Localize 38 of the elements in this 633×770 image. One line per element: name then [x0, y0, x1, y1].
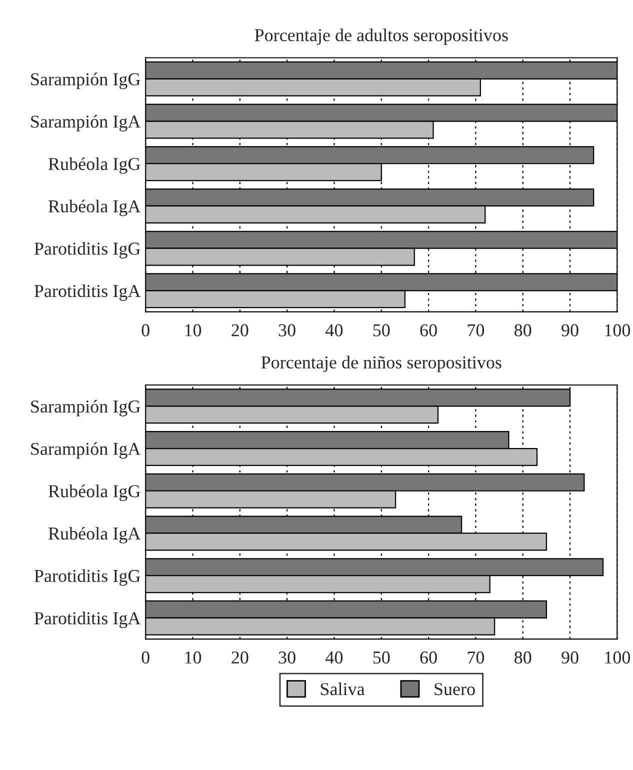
- legend-label: Saliva: [320, 682, 365, 696]
- y-tick-label: Rubéola IgA: [48, 200, 141, 216]
- x-tick-label: 40: [326, 324, 343, 336]
- x-tick-label: 20: [232, 324, 248, 336]
- x-tick-label: 40: [326, 651, 343, 664]
- x-tick-label: 90: [562, 651, 578, 664]
- chart-title: Porcentaje de adultos seropositivos: [254, 28, 508, 45]
- x-tick-label: 80: [514, 651, 532, 664]
- y-tick-label: Sarampión IgA: [31, 115, 141, 132]
- y-tick-label: Sarampión IgG: [31, 72, 140, 90]
- x-tick-label: 90: [562, 324, 578, 336]
- x-tick-label: 100: [605, 651, 630, 664]
- y-tick-label: Rubéola IgG: [48, 484, 140, 502]
- x-tick-label: 20: [232, 651, 248, 664]
- y-tick-label: Parotiditis IgA: [34, 284, 141, 301]
- x-tick-label: 0: [142, 651, 150, 664]
- x-tick-label: 30: [278, 324, 296, 336]
- x-tick-label: 10: [185, 651, 202, 664]
- y-tick-label: Sarampión IgA: [31, 442, 141, 459]
- x-tick-label: 50: [373, 651, 390, 664]
- x-tick-label: 70: [468, 324, 484, 336]
- chart-title: Porcentaje de niños seropositivos: [261, 356, 502, 372]
- y-tick-label: Rubéola IgG: [48, 157, 140, 174]
- x-tick-label: 10: [185, 324, 202, 336]
- y-tick-label: Parotiditis IgG: [34, 569, 140, 586]
- y-tick-label: Parotiditis IgG: [34, 242, 140, 258]
- y-tick-label: Rubéola IgA: [48, 526, 141, 544]
- x-tick-label: 0: [142, 324, 150, 336]
- x-tick-label: 30: [278, 651, 296, 664]
- x-tick-label: 60: [420, 324, 437, 336]
- x-tick-label: 60: [420, 651, 437, 664]
- y-tick-label: Sarampión IgG: [31, 400, 140, 416]
- legend-label: Suero: [434, 683, 475, 696]
- x-tick-label: 70: [468, 651, 484, 664]
- x-tick-label: 80: [514, 324, 532, 336]
- x-tick-label: 50: [373, 324, 390, 336]
- x-tick-label: 100: [605, 324, 630, 336]
- y-tick-label: Parotiditis IgA: [34, 612, 141, 628]
